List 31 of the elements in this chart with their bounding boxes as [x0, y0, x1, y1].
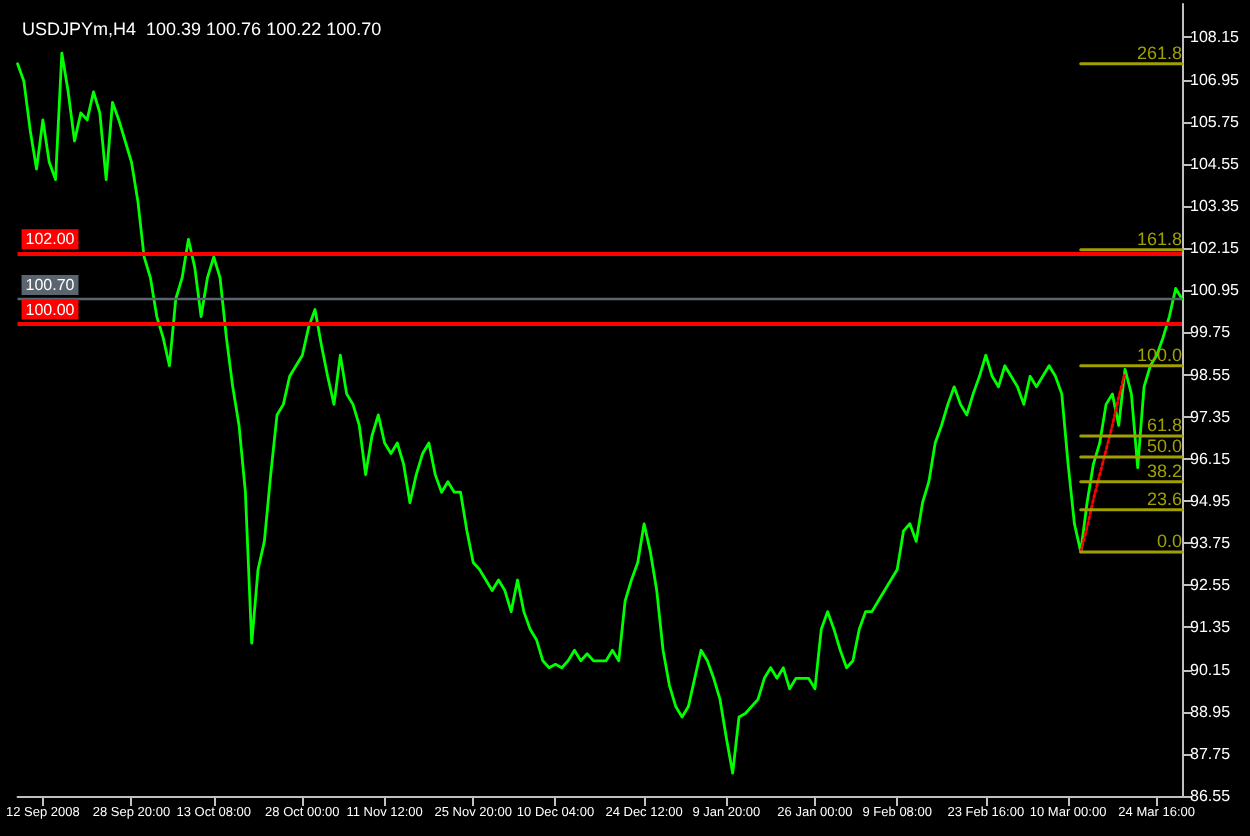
y-tick-label: 104.55	[1190, 154, 1241, 173]
y-tick-label: 108.15	[1190, 28, 1241, 47]
y-tick-label: 105.75	[1190, 112, 1241, 131]
series-label: 50.0	[1146, 436, 1182, 457]
y-tick-label: 91.35	[1190, 618, 1232, 637]
y-tick-label: 98.55	[1190, 365, 1232, 384]
line-series	[1079, 371, 1127, 554]
y-tick-label: 100.95	[1190, 281, 1241, 300]
ref-line-label: 102.00	[25, 230, 76, 249]
y-tick-label: 99.75	[1190, 323, 1232, 342]
series-label: 23.6	[1146, 488, 1182, 509]
y-tick-label: 92.55	[1190, 576, 1232, 595]
y-tick-label: 106.95	[1190, 70, 1241, 89]
y-tick-label: 90.15	[1190, 660, 1232, 679]
series-label: 61.8	[1146, 415, 1182, 435]
series-label: 0.0	[1156, 530, 1182, 551]
series-label: 261.8	[1136, 42, 1182, 63]
series-label: 161.8	[1136, 228, 1182, 249]
y-tick-label: 97.35	[1190, 407, 1232, 426]
y-tick-label: 102.15	[1190, 239, 1241, 258]
y-tick-label: 88.95	[1190, 702, 1232, 721]
y-tick-label: 96.15	[1190, 449, 1232, 468]
ref-line-label: 100.00	[25, 300, 76, 319]
series-label: 38.2	[1146, 460, 1182, 481]
ref-line-label: 100.70	[25, 276, 76, 295]
y-tick-label: 86.55	[1190, 787, 1232, 805]
y-tick-label: 87.75	[1190, 744, 1232, 763]
y-tick-label: 94.95	[1190, 491, 1232, 510]
y-tick-label: 103.35	[1190, 196, 1241, 215]
y-tick-label: 93.75	[1190, 534, 1232, 553]
text: USDJPYm,H4 100.39 100.76 100.22 100.70	[22, 19, 382, 39]
